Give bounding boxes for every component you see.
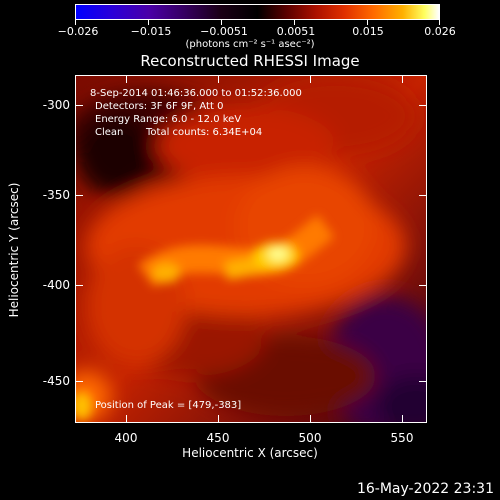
x-tick-label: 450 bbox=[206, 431, 230, 445]
colorbar-label: 0.015 bbox=[352, 25, 384, 38]
colorbar-tick bbox=[294, 20, 295, 25]
timestamp: 16-May-2022 23:31 bbox=[356, 481, 494, 497]
colorbar-label: −0.015 bbox=[130, 25, 172, 38]
rhessi-image: 8-Sep-2014 01:46:36.000 to 01:52:36.000 … bbox=[75, 75, 427, 423]
y-tick bbox=[419, 195, 427, 196]
heatmap bbox=[76, 76, 426, 422]
overlay-energy: Energy Range: 6.0 - 12.0 keV bbox=[95, 114, 242, 125]
overlay-total-counts: Total counts: 6.34E+04 bbox=[146, 127, 263, 138]
overlay-detectors: Detectors: 3F 6F 9F, Att 0 bbox=[95, 101, 224, 112]
colorbar-tick bbox=[148, 20, 149, 25]
colorbar-tick bbox=[75, 20, 76, 25]
colorbar bbox=[75, 4, 440, 20]
y-tick bbox=[419, 105, 427, 106]
plot-title: Reconstructed RHESSI Image bbox=[140, 52, 360, 70]
x-tick bbox=[402, 75, 403, 83]
x-tick bbox=[218, 415, 219, 423]
y-tick bbox=[419, 381, 427, 382]
x-tick-label: 500 bbox=[298, 431, 322, 445]
y-tick-label: -450 bbox=[42, 374, 70, 388]
x-tick bbox=[310, 75, 311, 83]
y-tick bbox=[75, 381, 83, 382]
colorbar-units: (photons cm⁻² s⁻¹ asec⁻²) bbox=[185, 39, 315, 50]
colorbar-tick bbox=[367, 20, 368, 25]
x-tick-label: 550 bbox=[390, 431, 414, 445]
y-tick bbox=[75, 105, 83, 106]
colorbar-label: −0.026 bbox=[57, 25, 99, 38]
y-tick-label: -300 bbox=[42, 98, 70, 112]
overlay-algorithm: Clean bbox=[95, 127, 124, 138]
overlay-time-range: 8-Sep-2014 01:46:36.000 to 01:52:36.000 bbox=[90, 88, 302, 99]
y-tick-label: -400 bbox=[42, 278, 70, 292]
y-tick bbox=[75, 195, 83, 196]
colorbar-label: 0.026 bbox=[424, 25, 456, 38]
x-axis-title: Heliocentric X (arcsec) bbox=[182, 446, 318, 460]
x-tick bbox=[126, 75, 127, 83]
y-axis-title: Heliocentric Y (arcsec) bbox=[7, 182, 21, 318]
overlay-peak-position: Position of Peak = [479,-383] bbox=[95, 400, 242, 411]
y-tick-label: -350 bbox=[42, 188, 70, 202]
x-tick bbox=[310, 415, 311, 423]
colorbar-tick bbox=[439, 20, 440, 25]
y-tick bbox=[419, 285, 427, 286]
colorbar-label: −0.0051 bbox=[200, 25, 248, 38]
x-tick-label: 400 bbox=[114, 431, 138, 445]
x-tick bbox=[218, 75, 219, 83]
colorbar-label: 0.0051 bbox=[276, 25, 316, 38]
colorbar-tick bbox=[221, 20, 222, 25]
x-tick bbox=[126, 415, 127, 423]
x-tick bbox=[402, 415, 403, 423]
y-tick bbox=[75, 285, 83, 286]
